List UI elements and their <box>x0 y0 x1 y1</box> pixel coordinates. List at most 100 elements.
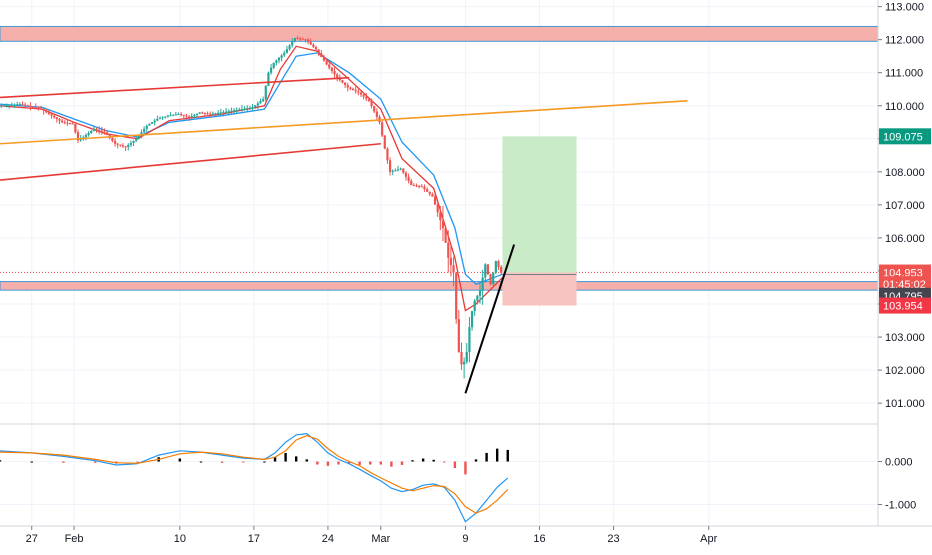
upper-channel-line[interactable] <box>0 76 350 99</box>
candle-body <box>209 113 212 115</box>
candle-body <box>190 116 193 118</box>
candle-body <box>13 104 16 106</box>
macd-histogram-bar <box>347 461 351 464</box>
candle-body <box>407 176 410 181</box>
candle-body <box>0 105 3 107</box>
candle-body <box>288 45 291 50</box>
macd-histogram-bar <box>506 449 509 462</box>
trendlines[interactable] <box>0 76 688 394</box>
candle-body <box>18 104 21 106</box>
price-tick-label: 112.000 <box>885 35 924 47</box>
candle-body <box>158 118 162 120</box>
candle-body <box>87 133 90 136</box>
candle-body <box>365 96 368 99</box>
candle-body <box>201 112 204 114</box>
loss-zone[interactable] <box>502 272 577 306</box>
macd-histogram-bar <box>273 457 277 462</box>
candle-body <box>375 111 378 117</box>
candle-body <box>314 47 318 50</box>
candle-body <box>354 90 357 92</box>
candle-body <box>95 128 98 130</box>
candle-body <box>232 110 236 112</box>
candle-body <box>500 266 503 273</box>
candle-body <box>460 351 463 365</box>
price-tick-label: 107.000 <box>885 200 925 212</box>
candle-body <box>203 112 207 114</box>
candle-body <box>272 62 275 68</box>
candle-body <box>463 361 466 365</box>
time-tick-label: 27 <box>26 533 38 545</box>
zones <box>0 25 879 291</box>
candle-body <box>29 105 32 107</box>
candle-body <box>34 107 37 109</box>
candle-body <box>180 114 183 116</box>
candle-body <box>336 74 339 78</box>
candle-body <box>492 272 495 285</box>
time-scale[interactable] <box>0 526 932 550</box>
candle-body <box>187 116 191 118</box>
candle-body <box>386 148 389 161</box>
moving-averages <box>0 45 503 312</box>
candle-body <box>275 60 278 63</box>
candle-body <box>71 123 74 125</box>
candle-body <box>76 132 80 141</box>
candle-body <box>39 108 43 110</box>
support-zone[interactable] <box>0 281 879 291</box>
candle-body <box>452 265 455 273</box>
candle-body <box>344 82 347 86</box>
candle-body <box>420 186 423 188</box>
candle-body <box>106 132 109 136</box>
candle-body <box>84 135 88 138</box>
candle-body <box>317 49 320 54</box>
candle-body <box>137 135 140 139</box>
candle-body <box>325 60 328 65</box>
candle-body <box>381 122 384 136</box>
candle-body <box>113 140 117 144</box>
macd-histogram-bar <box>30 461 33 463</box>
candle-body <box>425 189 429 192</box>
macd-histogram-bar <box>263 461 266 463</box>
candle-body <box>238 109 241 111</box>
candle-body <box>243 108 246 110</box>
candle-body <box>262 99 265 102</box>
candle-body <box>68 123 72 125</box>
resistance-zone[interactable] <box>0 25 879 42</box>
candle-body <box>330 67 333 72</box>
candle-body <box>219 112 222 114</box>
candle-body <box>42 109 45 111</box>
candle-body <box>185 115 188 117</box>
candle-body <box>383 135 386 149</box>
price-tick-label: 103.000 <box>885 332 925 344</box>
candle-body <box>415 185 418 187</box>
price-tick-label: 111.000 <box>885 68 923 80</box>
candle-body <box>8 104 11 106</box>
macd-histogram-bar <box>294 456 298 462</box>
price-label-tag <box>879 128 931 145</box>
candle-body <box>50 114 53 116</box>
candle-body <box>283 52 286 56</box>
candle-body <box>494 261 497 273</box>
macd-histogram-bar <box>379 461 383 465</box>
candle-body <box>362 94 365 97</box>
candle-body <box>291 41 294 46</box>
profit-zone[interactable] <box>502 136 577 273</box>
orange-trendline[interactable] <box>0 99 688 145</box>
candle-body <box>470 311 474 328</box>
price-label-text: 109.075 <box>883 131 923 143</box>
rising-support-line[interactable] <box>464 244 516 394</box>
candle-body <box>412 185 415 187</box>
long-position-tool[interactable] <box>502 136 577 306</box>
candle-body <box>156 118 159 121</box>
lower-channel-line[interactable] <box>0 142 381 181</box>
macd-line <box>0 432 509 523</box>
candle-body <box>153 120 156 123</box>
candle-body <box>367 98 371 101</box>
candle-body <box>103 131 106 133</box>
price-label-text: 103.954 <box>883 301 923 313</box>
candle-body <box>5 105 8 107</box>
macd-histogram-bar <box>199 461 203 463</box>
candle-body <box>399 168 402 170</box>
macd-histogram-bar <box>305 459 308 462</box>
candle-body <box>256 103 259 106</box>
